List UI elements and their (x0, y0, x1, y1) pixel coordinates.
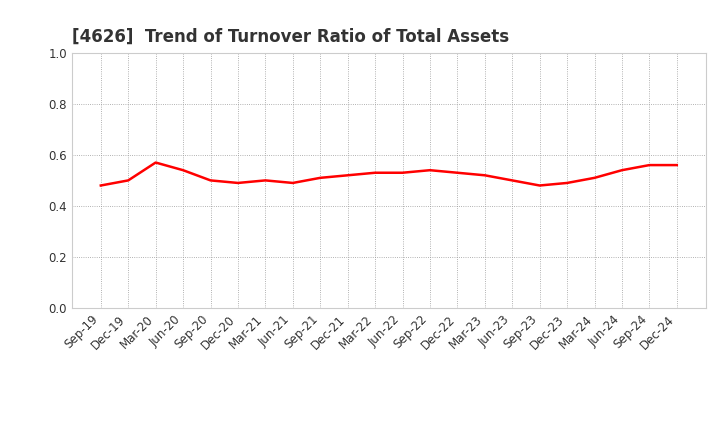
Text: [4626]  Trend of Turnover Ratio of Total Assets: [4626] Trend of Turnover Ratio of Total … (72, 28, 509, 46)
